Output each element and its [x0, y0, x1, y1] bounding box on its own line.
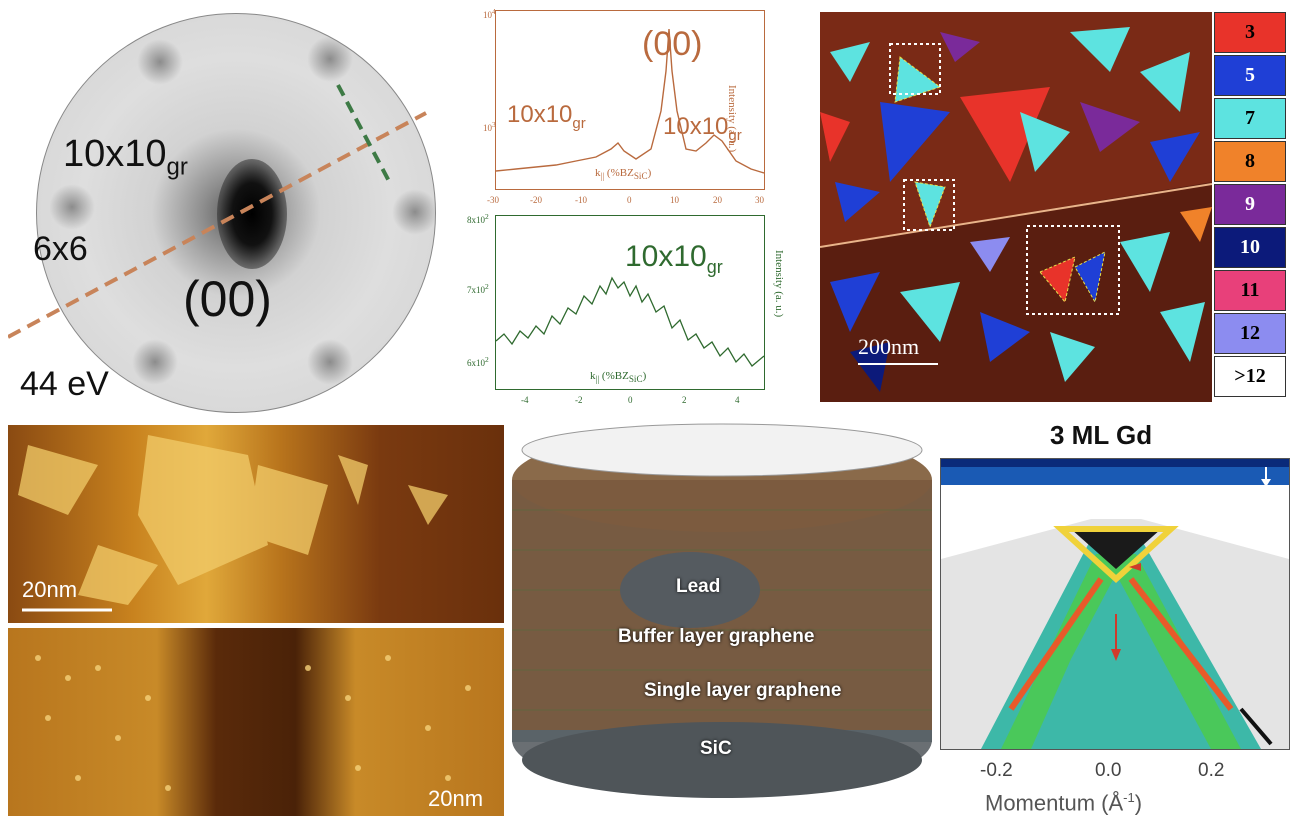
x-tick: 0: [628, 395, 633, 405]
x-tick: -10: [575, 195, 587, 205]
y-tick-bottom: 6x102: [467, 355, 489, 368]
stm-image-bottom-texture: [35, 655, 471, 791]
legend-item-12: 12: [1214, 313, 1286, 354]
profile-bottom-panel: 8x102 7x102 6x102 -4 -2 0 2 4 10x10gr k|…: [455, 210, 795, 410]
layer-legend: 3 5 7 8 9 10 11 12 >12: [1214, 12, 1286, 404]
stm-island-map: 200nm: [820, 12, 1212, 402]
leed-label-6x6: 6x6: [33, 230, 88, 268]
label-lead: Lead: [676, 576, 721, 597]
y-tick-top: 104: [483, 7, 496, 20]
profile-top-peak: (00): [642, 25, 703, 63]
profile-bottom-curve: [495, 276, 765, 367]
leed-cut-lines: [8, 84, 427, 339]
legend-item-9: 9: [1214, 184, 1286, 225]
legend-item-5: 5: [1214, 55, 1286, 96]
legend-item-3: 3: [1214, 12, 1286, 53]
leed-pattern-panel: 10x10gr 6x6 (00) 44 eV: [8, 5, 438, 413]
x-tick: 0: [627, 195, 632, 205]
legend-item-8: 8: [1214, 141, 1286, 182]
y-tick-mid: 103: [483, 120, 496, 133]
x-tick: -4: [521, 395, 529, 405]
profile-top-frame: [495, 10, 765, 190]
x-tick: -20: [530, 195, 542, 205]
arpes-x-tick: -0.2: [980, 760, 1013, 781]
profile-bottom-frame: [495, 215, 765, 390]
diffraction-spot: [307, 339, 353, 385]
profile-top-side-right: 10x10gr: [663, 113, 742, 144]
stm-image-top-texture: [18, 435, 448, 612]
label-single: Single layer graphene: [644, 680, 842, 701]
orange-cut-line: [8, 111, 427, 339]
legend-item-7: 7: [1214, 98, 1286, 139]
profile-bottom-xlabel: k|| (%BZSiC): [590, 370, 647, 385]
leed-screen: [36, 13, 436, 413]
diffraction-spot: [392, 189, 435, 235]
x-tick: 30: [755, 195, 764, 205]
diffraction-spot: [132, 339, 178, 385]
stm-bottom-scale: 20nm: [428, 786, 484, 811]
profile-top-panel: 104 103 -30 -20 -10 0 10 20 30 (00) 10x1…: [455, 5, 795, 205]
green-cut-line: [336, 84, 392, 184]
x-tick: 4: [735, 395, 740, 405]
label-sic: SiC: [700, 738, 732, 759]
schematic-graphic: [512, 423, 932, 798]
x-tick: -30: [487, 195, 499, 205]
profile-bottom-ylabel: Intensity (a. u.): [773, 250, 785, 318]
arpes-band-image: [941, 459, 1289, 749]
leed-label-10x10: 10x10gr: [63, 133, 188, 181]
arpes-x-tick: 0.2: [1198, 760, 1225, 781]
arpes-xlabel: Momentum (Å-1): [985, 790, 1143, 816]
diffraction-spot: [49, 184, 95, 230]
profile-top-curve: [495, 28, 765, 174]
profile-top-side-left: 10x10gr: [507, 101, 586, 132]
stm-image-bottom: 20nm: [8, 628, 504, 816]
stm-top-scale: 20nm: [22, 577, 78, 602]
specular-spot: [217, 159, 287, 269]
profile-top-ylabel: Intensity (a. u.): [726, 85, 738, 153]
legend-item-11: 11: [1214, 270, 1286, 311]
stm-islands: [820, 27, 1212, 402]
y-tick-mid: 7x102: [467, 282, 489, 295]
label-buffer: Buffer layer graphene: [618, 626, 815, 647]
arpes-x-tick: 0.0: [1095, 760, 1122, 781]
profile-bottom-peak: 10x10gr: [625, 240, 723, 277]
x-tick: 10: [670, 195, 679, 205]
leed-label-00: (00): [183, 271, 272, 327]
leed-energy: 44 eV: [20, 365, 109, 403]
y-tick-top: 8x102: [467, 212, 489, 225]
layer-schematic: Lead Buffer layer graphene Single layer …: [510, 420, 935, 800]
x-tick: -2: [575, 395, 583, 405]
x-tick: 2: [682, 395, 687, 405]
arpes-spectrum: [940, 458, 1290, 750]
stm-scale-bar: 200nm: [858, 334, 920, 359]
legend-item-gt12: >12: [1214, 356, 1286, 397]
arpes-panel: 3 ML Gd -0.2 0.0 0.2 Momentum (Å-1): [940, 418, 1292, 826]
diffraction-spot: [137, 39, 183, 85]
arpes-title: 3 ML Gd: [1050, 420, 1153, 450]
legend-item-10: 10: [1214, 227, 1286, 268]
stm-image-top: 20nm: [8, 425, 504, 623]
profile-top-xlabel: k|| (%BZSiC): [595, 167, 652, 182]
diffraction-spot: [307, 36, 353, 82]
x-tick: 20: [713, 195, 722, 205]
